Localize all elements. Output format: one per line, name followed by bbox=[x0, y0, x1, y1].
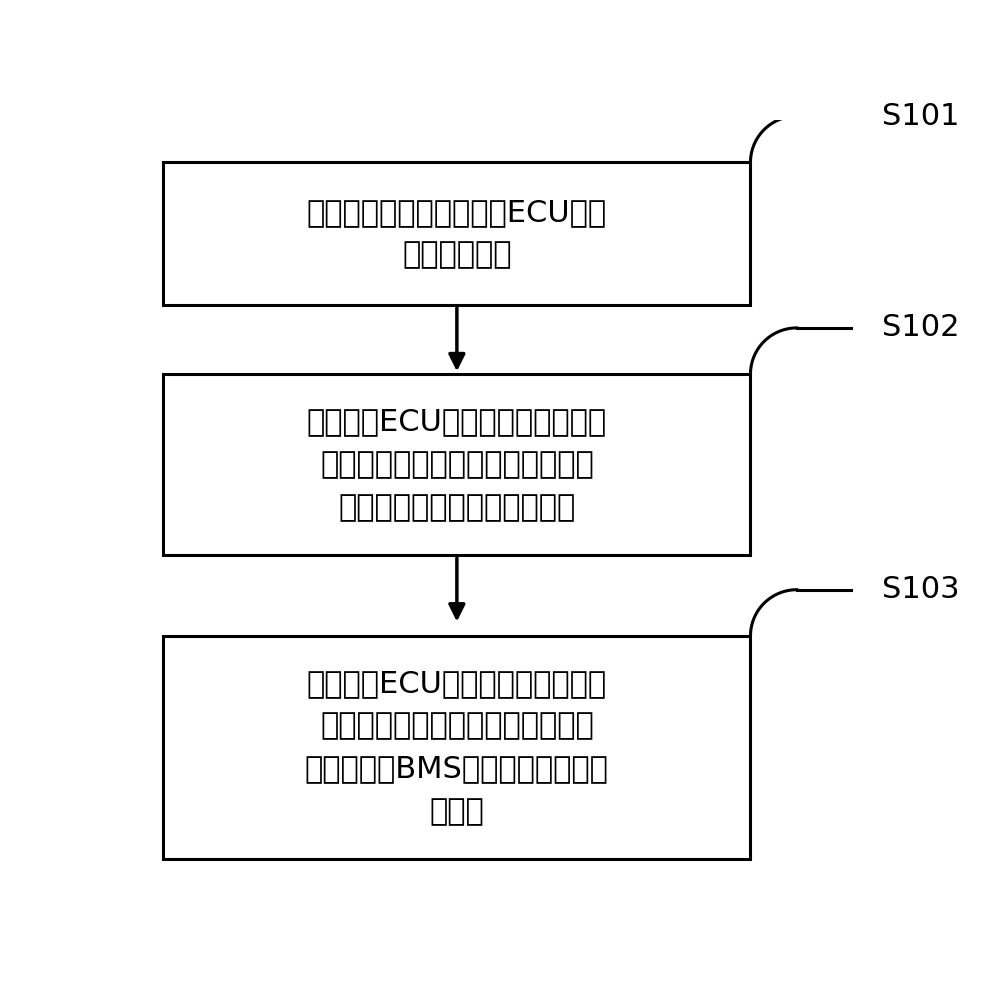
Text: 电控单元ECU分析电压检测信号，
诊断高压互锁回路的完整性且准确
判断出出现故障的高压连接器: 电控单元ECU分析电压检测信号， 诊断高压互锁回路的完整性且准确 判断出出现故障… bbox=[307, 407, 607, 522]
Bar bbox=[164, 162, 751, 305]
Text: S101: S101 bbox=[881, 102, 959, 131]
Text: S102: S102 bbox=[881, 313, 959, 342]
Text: 电控单元ECU根据出现故障的高压
连接器生成故障信息，并向动力电
池管理系统BMS发送指令，执行下
电操作: 电控单元ECU根据出现故障的高压 连接器生成故障信息，并向动力电 池管理系统BM… bbox=[305, 669, 609, 826]
Bar bbox=[164, 374, 751, 555]
Text: 高压互锁回路向电控单元ECU输出
电压检测信号: 高压互锁回路向电控单元ECU输出 电压检测信号 bbox=[307, 198, 607, 269]
Bar bbox=[164, 636, 751, 859]
Text: S103: S103 bbox=[881, 575, 959, 604]
